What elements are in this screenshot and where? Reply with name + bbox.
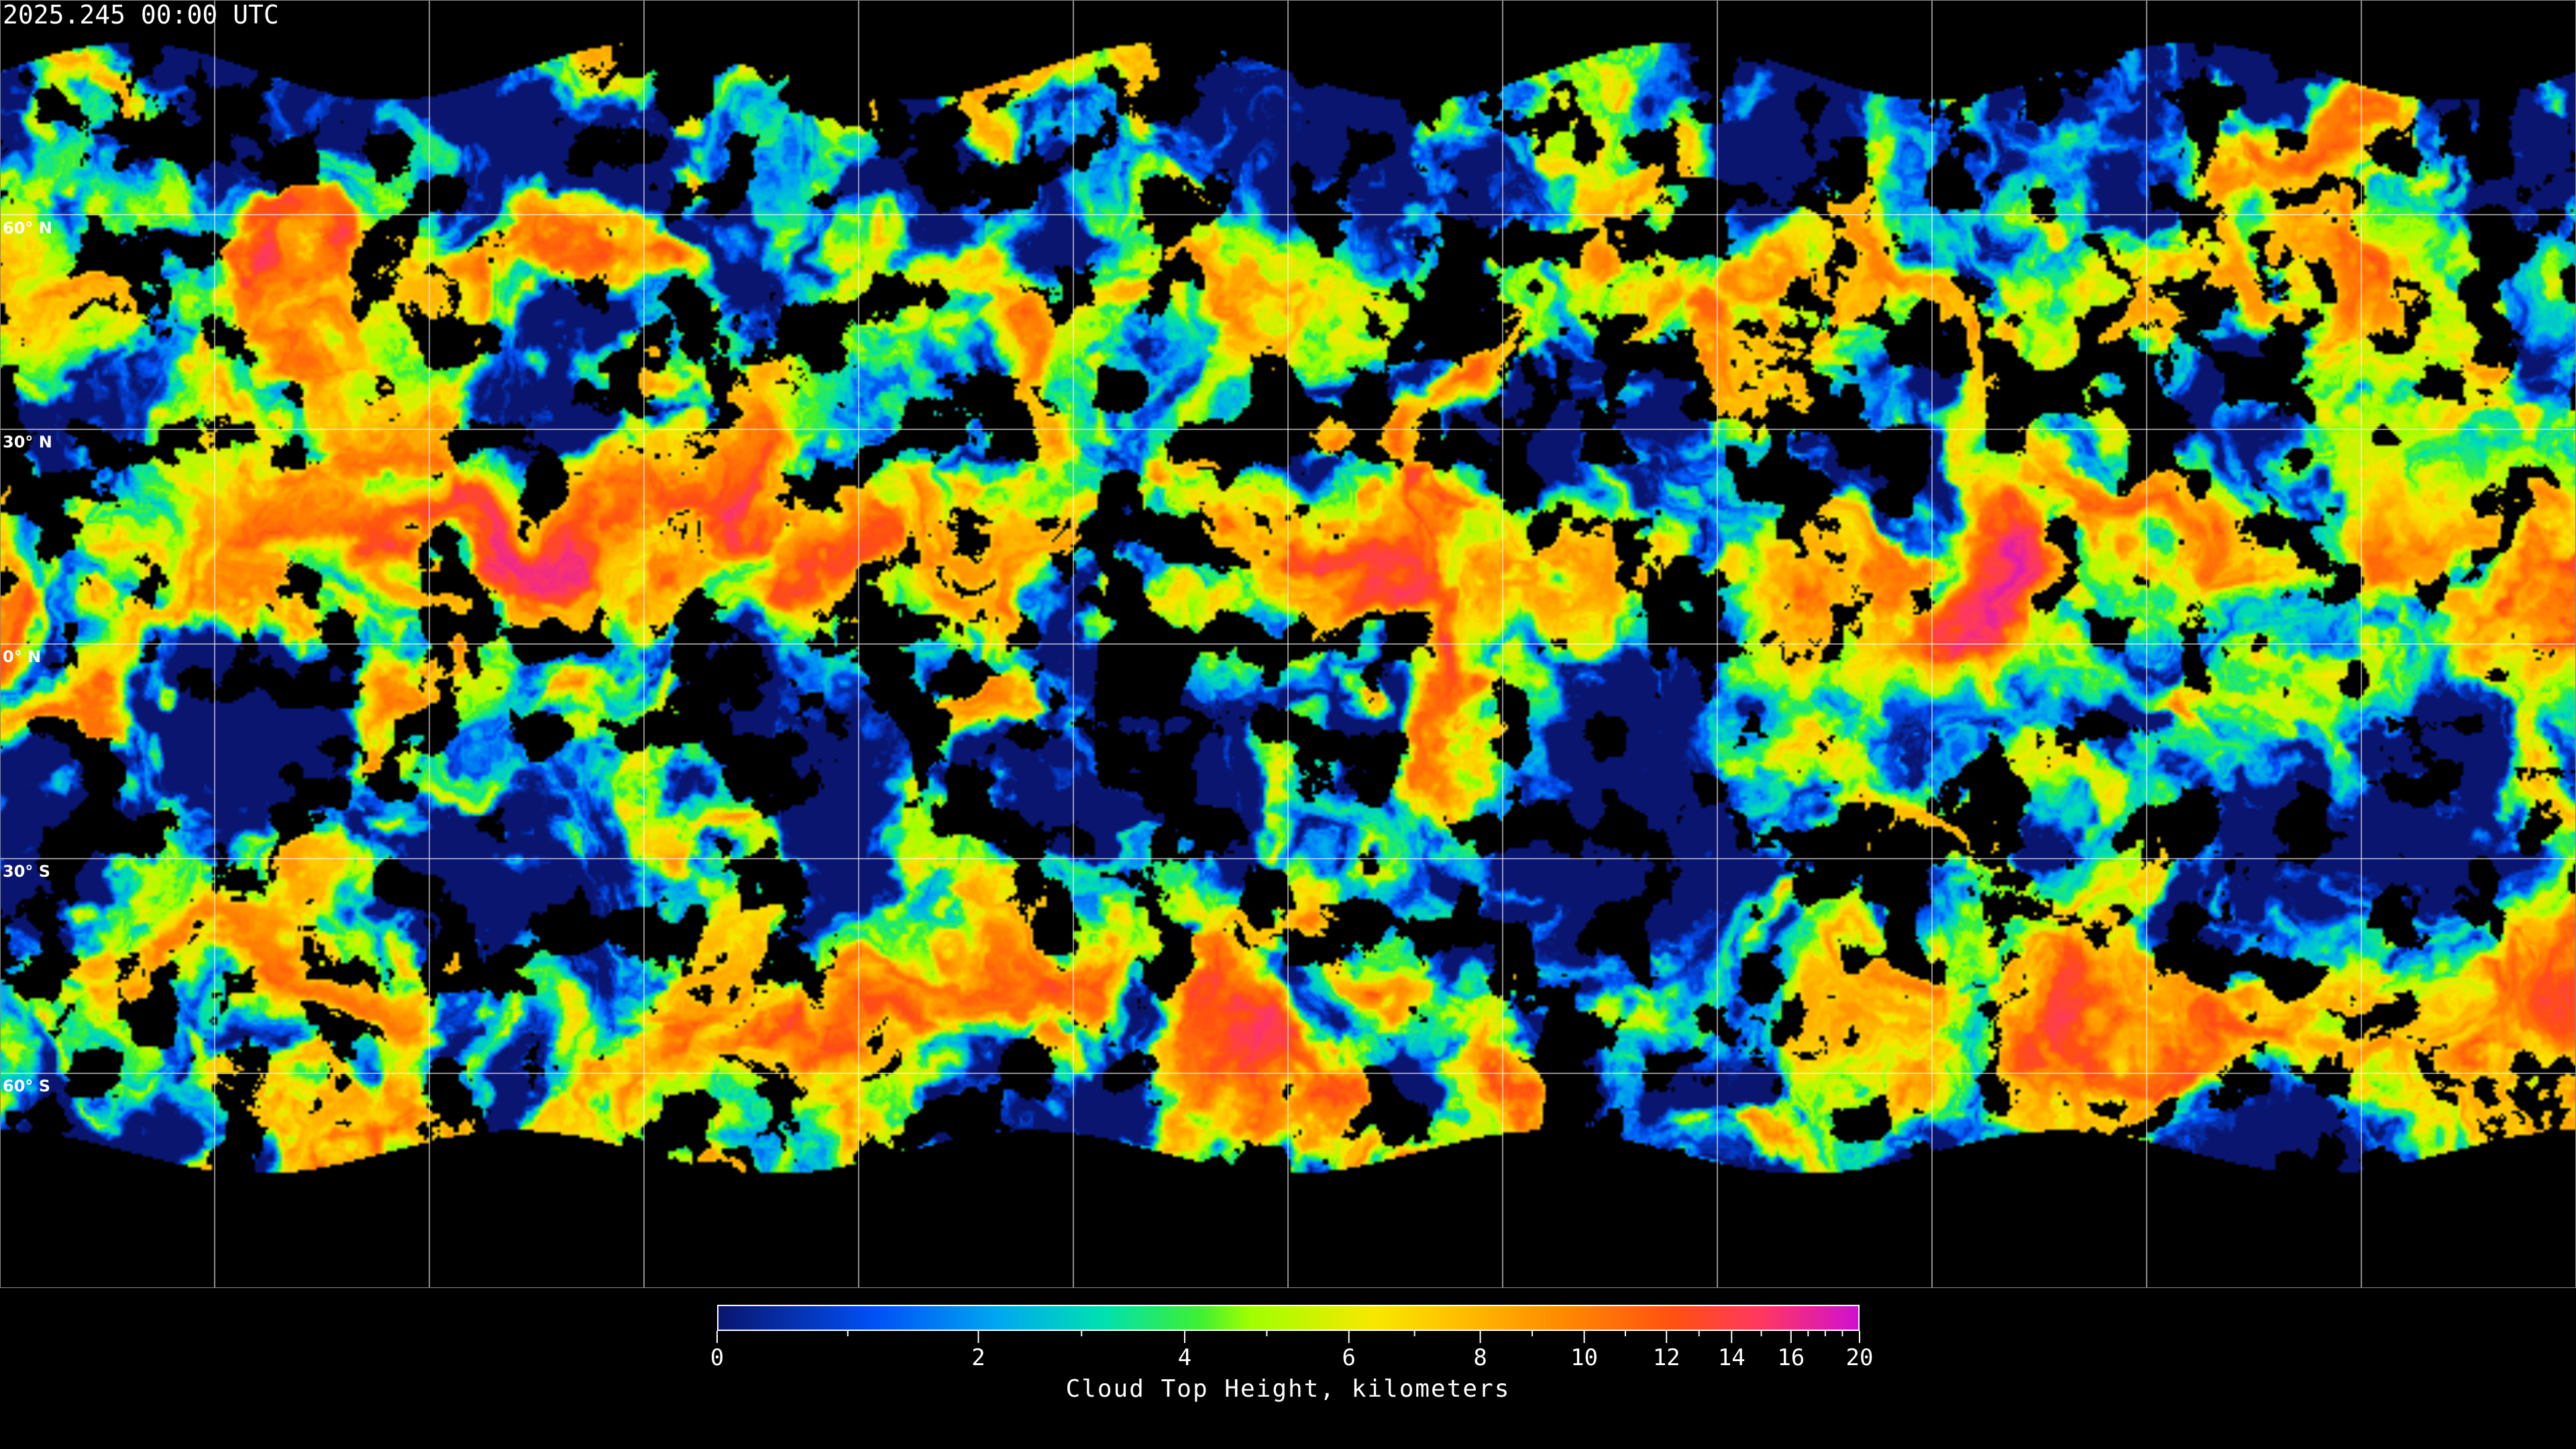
colorbar-tick-label: 2	[971, 1344, 985, 1371]
colorbar-tick-label: 8	[1473, 1344, 1487, 1371]
lat-label-0n: 0° N	[3, 647, 42, 666]
cloud-top-height-map: 60° N 30° N 0° N 30° S 60° S	[0, 0, 2576, 1288]
colorbar-tick-label: 12	[1652, 1344, 1680, 1371]
colorbar-tick-label: 20	[1845, 1344, 1874, 1371]
lat-label-30s: 30° S	[3, 862, 51, 881]
colorbar-tick-label: 6	[1342, 1344, 1356, 1371]
colorbar-title: Cloud Top Height, kilometers	[1065, 1375, 1511, 1403]
colorbar-tick-label: 10	[1570, 1344, 1599, 1371]
colorbar-tick-label: 14	[1717, 1344, 1746, 1371]
lat-label-60n: 60° N	[3, 219, 52, 237]
lat-label-30n: 30° N	[3, 433, 52, 451]
timestamp: 2025.245 00:00 UTC	[3, 0, 279, 30]
lat-lon-grid	[0, 0, 2576, 1288]
colorbar-tick-label: 0	[710, 1344, 724, 1371]
colorbar-tick-label: 16	[1777, 1344, 1805, 1371]
colorbar	[717, 1305, 1860, 1331]
lat-label-60s: 60° S	[3, 1077, 51, 1095]
colorbar-tick-label: 4	[1177, 1344, 1192, 1371]
